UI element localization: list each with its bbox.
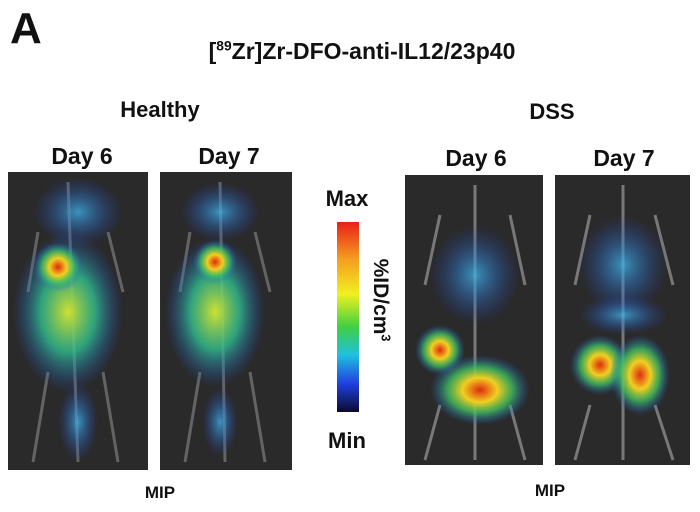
title-superscript: 89 bbox=[216, 38, 232, 54]
colorbar bbox=[337, 222, 359, 412]
image-footer: MIP bbox=[534, 481, 566, 500]
image-label: Day 6 bbox=[445, 145, 507, 171]
colorbar-unit: %ID/cm3 bbox=[368, 258, 393, 342]
title-text: Zr]Zr-DFO-anti-IL12/23p40 bbox=[231, 38, 516, 64]
unit-superscript: 3 bbox=[378, 334, 393, 342]
colorbar-min: Min bbox=[328, 428, 366, 453]
panel-label: A bbox=[10, 4, 42, 53]
image-label: Day 7 bbox=[593, 145, 655, 171]
scan-image bbox=[8, 172, 148, 470]
colorbar-max: Max bbox=[325, 186, 369, 211]
image-label: Day 7 bbox=[198, 143, 260, 169]
group-label: DSS bbox=[529, 99, 575, 124]
title-prefix: [ bbox=[208, 38, 217, 64]
unit-text: %ID/cm bbox=[369, 258, 392, 335]
scan-image bbox=[160, 172, 292, 470]
image-footer: MIP bbox=[144, 483, 176, 502]
scan-image bbox=[405, 175, 543, 465]
image-label: Day 6 bbox=[51, 143, 113, 169]
group-label: Healthy bbox=[120, 97, 200, 122]
figure-title: [89Zr]Zr-DFO-anti-IL12/23p40 bbox=[209, 38, 516, 65]
scan-image bbox=[555, 175, 690, 465]
